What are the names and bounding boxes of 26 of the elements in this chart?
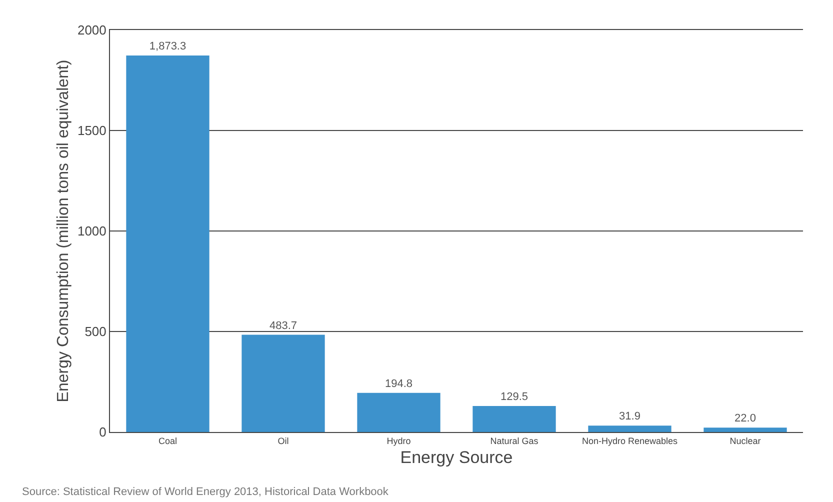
x-tick-label: Natural Gas (490, 436, 539, 446)
data-label: 22.0 (734, 412, 756, 425)
y-tick-label: 1500 (77, 123, 106, 138)
x-tick-label: Oil (278, 436, 289, 446)
bar (126, 55, 210, 432)
bar (242, 334, 325, 432)
x-tick-label: Non-Hydro Renewables (582, 436, 678, 446)
bar (588, 426, 672, 432)
x-tick-label: Coal (158, 436, 178, 446)
data-label: 194.8 (384, 378, 413, 390)
bar (472, 406, 556, 432)
data-label: 129.5 (500, 390, 528, 403)
data-label: 483.7 (269, 320, 298, 332)
data-label: 1,873.3 (149, 40, 186, 52)
y-tick-label: 2000 (77, 22, 106, 38)
y-axis-title: Energy Consumption (million tons oil equivalent) (55, 60, 72, 402)
bar (704, 428, 787, 432)
x-axis-title: Energy Source (400, 448, 513, 468)
y-tick-label: 500 (84, 324, 106, 340)
x-tick-label: Nuclear (730, 436, 761, 446)
data-label: 31.9 (619, 410, 640, 423)
x-tick-label: Hydro (386, 436, 411, 446)
y-tick-label: 0 (99, 424, 106, 440)
y-tick-label: 1000 (77, 224, 106, 239)
source-note: Source: Statistical Review of World Energy 2013, Historical Data Workbook (22, 486, 389, 498)
bar (357, 392, 440, 432)
